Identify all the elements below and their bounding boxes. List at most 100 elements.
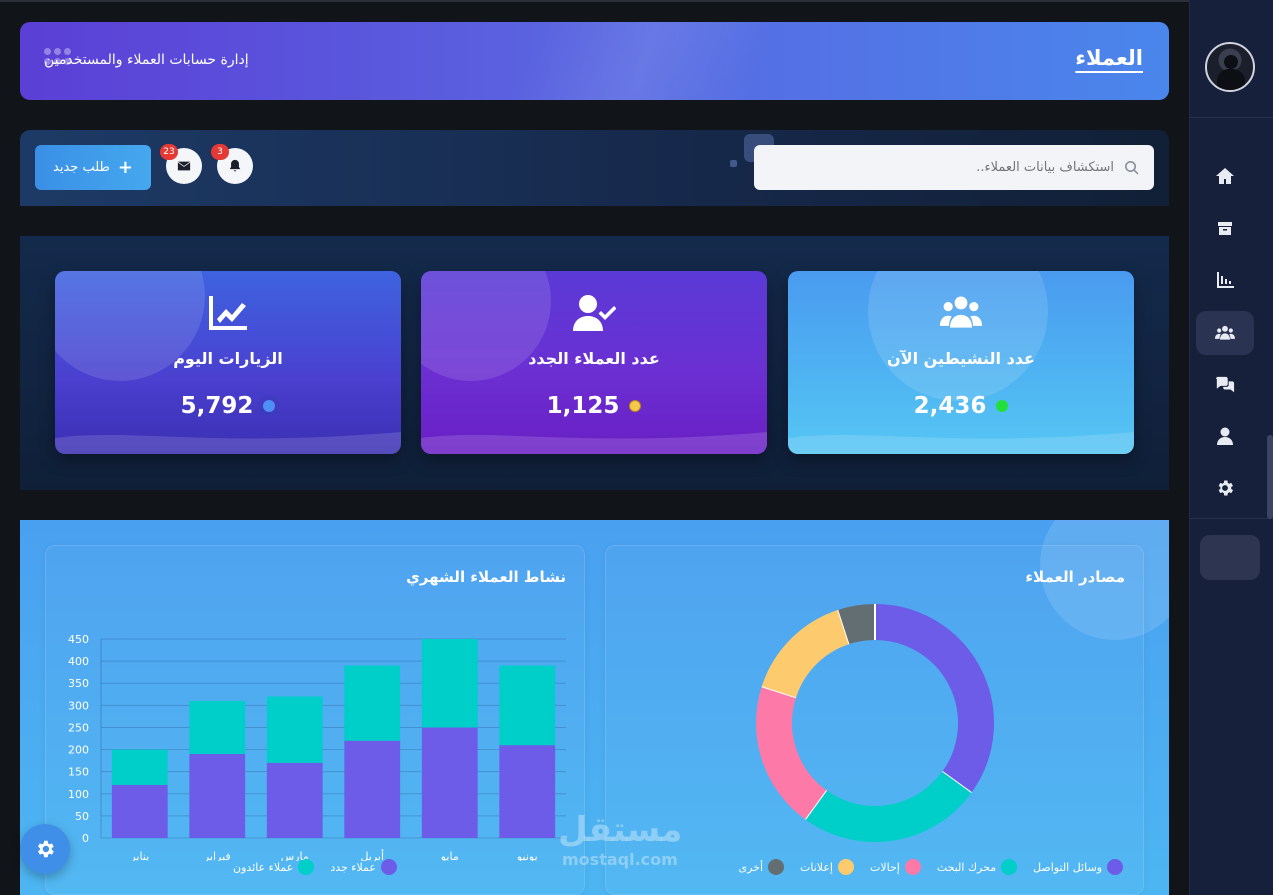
scrollbar-thumb[interactable]	[1267, 435, 1273, 519]
dots-decoration	[42, 46, 78, 72]
box-icon	[1218, 222, 1232, 235]
charts-area: نشاط العملاء الشهري 0 50 100 150 200 250 300 35…	[20, 520, 1169, 895]
y-tick-label: 50	[75, 810, 89, 823]
avatar[interactable]	[1205, 42, 1255, 92]
sidebar-item-clients[interactable]	[1196, 311, 1254, 355]
stat-value: 2,436	[913, 393, 987, 419]
monthly-activity-chart: 0 50 100 150 200 250 300 350 400 450 يناير فبراير ما…	[68, 633, 566, 861]
bar-returning-clients	[421, 639, 478, 728]
bar-returning-clients	[189, 700, 246, 754]
y-tick-label: 450	[68, 633, 89, 646]
gear-icon	[1218, 480, 1233, 496]
search-box	[754, 145, 1154, 190]
legend-item-search[interactable]: محرك البحث	[936, 859, 1018, 875]
chart-line-icon	[55, 293, 401, 333]
sidebar-item-products[interactable]	[1196, 206, 1254, 250]
y-tick-label: 300	[68, 699, 89, 712]
settings-fab[interactable]	[20, 824, 70, 874]
bar-returning-clients	[111, 749, 168, 785]
x-tick-label: فبراير	[203, 850, 231, 861]
legend-item-returning[interactable]: عملاء عائدون	[233, 859, 315, 875]
bell-icon	[229, 159, 241, 172]
stat-card-active-users[interactable]: عدد النشيطين الآن 2,436	[788, 271, 1134, 454]
notifications-badge: 3	[211, 144, 229, 160]
page-subtitle: إدارة حسابات العملاء والمستخدمين	[44, 52, 249, 68]
bar-returning-clients	[499, 665, 556, 746]
legend-swatch	[298, 859, 315, 875]
users-icon	[788, 293, 1134, 333]
bar-new-clients	[344, 740, 401, 838]
card-wave	[421, 432, 767, 454]
legend-item-new[interactable]: عملاء جدد	[330, 859, 397, 875]
bar-new-clients	[189, 753, 246, 838]
legend-label: محرك البحث	[936, 860, 997, 874]
users-icon	[1215, 325, 1235, 340]
bar-new-clients	[499, 745, 556, 838]
legend-swatch	[1001, 859, 1018, 875]
watermark: مستقل mostaql.com	[558, 810, 682, 869]
monthly-activity-panel: نشاط العملاء الشهري 0 50 100 150 200 250 300 35…	[45, 545, 585, 895]
donut-slice	[805, 771, 972, 842]
bar-returning-clients	[266, 696, 323, 763]
notifications-button[interactable]: 3	[211, 144, 253, 184]
bar-new-clients	[421, 727, 478, 838]
y-tick-label: 150	[68, 766, 89, 779]
client-sources-chart	[756, 604, 994, 842]
x-tick-label: يناير	[129, 850, 149, 861]
plus-icon: +	[117, 157, 133, 178]
stat-card-new-clients[interactable]: عدد العملاء الجدد 1,125	[421, 271, 767, 454]
new-request-label: طلب جديد	[53, 160, 110, 175]
stat-value-row: 1,125	[421, 393, 767, 419]
bar-new-clients	[266, 762, 323, 838]
sidebar-divider	[1190, 518, 1273, 519]
y-tick-label: 200	[68, 744, 89, 757]
x-tick-label: يونيو	[516, 850, 538, 861]
stat-value: 1,125	[546, 393, 620, 419]
user-icon	[1217, 427, 1233, 445]
panel-title: مصادر العملاء	[1025, 568, 1125, 586]
stat-label: عدد العملاء الجدد	[528, 349, 660, 368]
legend-label: أخرى	[738, 860, 764, 874]
legend-swatch	[768, 859, 785, 875]
legend-item-other[interactable]: أخرى	[738, 859, 785, 875]
sidebar-item-home[interactable]	[1196, 154, 1254, 198]
sidebar-extra-button[interactable]	[1200, 535, 1260, 580]
legend-item-ads[interactable]: إعلانات	[800, 859, 854, 875]
new-request-button[interactable]: طلب جديد +	[35, 145, 151, 190]
stat-value: 5,792	[180, 393, 254, 419]
card-wave	[788, 432, 1134, 454]
legend-item-referrals[interactable]: إحالات	[870, 859, 921, 875]
status-dot	[996, 400, 1009, 412]
search-input[interactable]	[774, 160, 1114, 175]
toolbar: طلب جديد + 23 3	[20, 130, 1169, 206]
panel-title: نشاط العملاء الشهري	[406, 568, 566, 586]
legend-swatch	[380, 859, 397, 875]
legend-swatch	[904, 859, 921, 875]
legend-label: إحالات	[869, 860, 900, 874]
bar-returning-clients	[344, 665, 401, 741]
y-tick-label: 400	[68, 655, 89, 668]
stat-value-row: 5,792	[55, 393, 401, 419]
search-icon	[1125, 160, 1139, 174]
legend-swatch	[837, 859, 854, 875]
comments-icon	[1215, 376, 1235, 393]
stats-area: الزيارات اليوم 5,792 عدد العملاء الجدد 1…	[20, 236, 1169, 490]
stat-label: عدد النشيطين الآن	[887, 349, 1035, 368]
messages-button[interactable]: 23	[160, 144, 202, 184]
envelope-icon	[177, 161, 191, 171]
sidebar-item-settings[interactable]	[1196, 466, 1254, 510]
stat-card-visits[interactable]: الزيارات اليوم 5,792	[55, 271, 401, 454]
card-bubble	[868, 271, 1048, 401]
legend-item-social[interactable]: وسائل التواصل	[1033, 859, 1123, 875]
sidebar-item-reports[interactable]	[1196, 258, 1254, 302]
donut-slice	[756, 686, 827, 820]
sidebar-item-profile[interactable]	[1196, 414, 1254, 458]
bar-chart-icon	[1217, 272, 1234, 288]
donut-slice	[838, 604, 876, 645]
header-shine	[380, 22, 900, 100]
donut-slice	[874, 604, 994, 793]
sidebar-item-messages[interactable]	[1196, 363, 1254, 407]
x-tick-label: مايو	[440, 850, 459, 861]
y-tick-label: 350	[68, 677, 89, 690]
watermark-latin: mostaql.com	[562, 850, 678, 869]
